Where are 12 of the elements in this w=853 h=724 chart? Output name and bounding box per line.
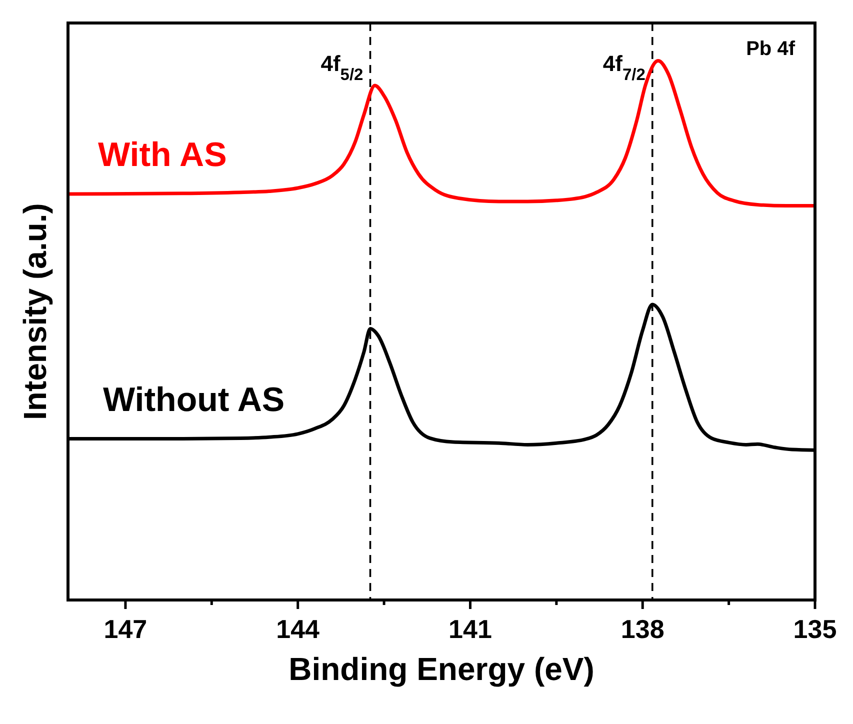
x-tick-label: 138 xyxy=(620,614,664,644)
series-label: Without AS xyxy=(103,380,285,419)
x-tick-label: 144 xyxy=(276,614,320,644)
y-axis-title: Intensity (a.u.) xyxy=(17,203,53,420)
text: Pb 4f xyxy=(746,38,796,60)
x-tick-label: 135 xyxy=(793,614,837,644)
x-tick-label: 141 xyxy=(448,614,492,644)
x-axis-title: Binding Energy (eV) xyxy=(288,651,594,687)
ref-line-label: 4f$_{7/2}$ xyxy=(602,51,646,84)
ref-line-label: 4f$_{5/2}$ xyxy=(320,51,364,84)
x-tick-label: 147 xyxy=(104,614,148,644)
series-label: With AS xyxy=(98,136,227,174)
